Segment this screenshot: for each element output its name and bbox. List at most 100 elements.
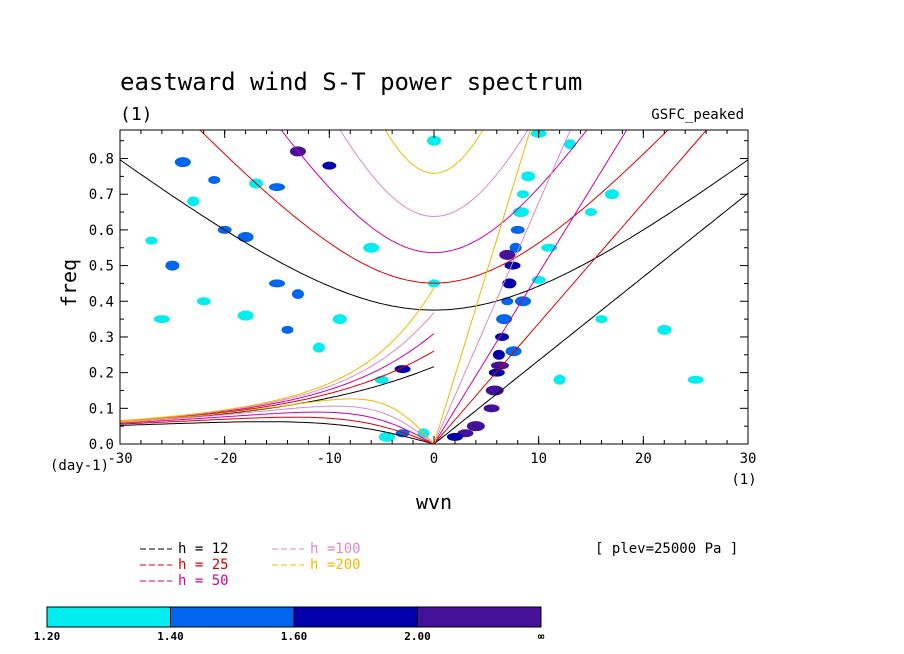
- colorbar-segment: [417, 606, 542, 628]
- power-contour: [516, 190, 529, 199]
- y-tick-label: 0.8: [89, 152, 114, 168]
- power-contour: [496, 314, 513, 325]
- inertia-gravity-curve: [280, 130, 588, 254]
- x-tick-label: 10: [530, 451, 547, 467]
- power-contour: [531, 275, 546, 284]
- y-tick-label: 0.7: [89, 187, 114, 203]
- power-contour: [363, 242, 380, 253]
- x-tick-label: -10: [317, 451, 342, 467]
- power-contour: [281, 325, 294, 334]
- rossby-wave-curve: [120, 411, 435, 444]
- power-contour: [514, 296, 531, 307]
- power-contour: [208, 175, 221, 184]
- power-contour: [505, 346, 522, 357]
- power-contour: [446, 432, 463, 441]
- x-tick-label: 0: [430, 451, 438, 467]
- kelvin-wave-curve: [433, 130, 708, 444]
- power-contour: [492, 349, 505, 360]
- power-contour: [237, 232, 254, 243]
- power-contour: [291, 289, 304, 300]
- power-contour: [427, 135, 441, 146]
- power-contour: [332, 314, 347, 325]
- y-axis: 0.0 0.1 0.2 0.3 0.4 0.5 0.6 0.7 0.8: [89, 140, 748, 453]
- colorbar: 1.20 1.40 1.60 2.00 ∞: [34, 606, 545, 643]
- x-tick-label: -30: [107, 451, 132, 467]
- kelvin-wave-curve: [433, 130, 571, 444]
- mixed-rossby-gravity-curve: [120, 350, 435, 422]
- power-contour: [604, 189, 619, 200]
- colorbar-label: 2.00: [404, 630, 431, 643]
- inertia-gravity-curve: [339, 130, 529, 217]
- colorbar-segment: [46, 606, 171, 628]
- y-tick-label: 0.4: [89, 294, 114, 310]
- inertia-gravity-curve: [384, 130, 484, 174]
- power-contour: [488, 368, 505, 377]
- chart-subtitle-right: GSFC_peaked: [651, 107, 744, 123]
- kelvin-wave-curve: [433, 130, 628, 444]
- rossby-wave-curve: [120, 398, 435, 444]
- rossby-wave-curve: [120, 405, 435, 444]
- legend-label: h = 50: [178, 573, 229, 589]
- power-contour: [485, 385, 504, 396]
- power-contour: [510, 225, 525, 234]
- colorbar-segment: [170, 606, 295, 628]
- x-tick-label: 30: [740, 451, 757, 467]
- power-contour: [312, 342, 325, 353]
- power-contour: [269, 279, 285, 288]
- power-contour: [394, 365, 411, 374]
- power-contour: [509, 242, 522, 253]
- power-contour: [322, 161, 337, 170]
- power-contour: [499, 249, 516, 260]
- power-contour: [657, 324, 672, 335]
- power-contour: [187, 196, 200, 207]
- y-tick-label: 0.1: [89, 401, 114, 417]
- colorbar-label: ∞: [538, 630, 545, 643]
- y-tick-label: 0.2: [89, 366, 114, 382]
- power-contour: [269, 183, 285, 192]
- power-contour: [495, 332, 510, 341]
- power-contour: [466, 421, 485, 432]
- legend-label: h =200: [310, 557, 361, 573]
- y-tick-label: 0.3: [89, 330, 114, 346]
- y-axis-label: freq: [57, 259, 81, 307]
- power-contour: [553, 374, 566, 385]
- y-tick-label: 0.0: [89, 437, 114, 453]
- x-tick-label: -20: [212, 451, 237, 467]
- legend-label: h = 25: [178, 557, 229, 573]
- x-axis: -30 -20 -10 0 10 20 30: [107, 130, 756, 467]
- kelvin-wave-curve: [433, 192, 748, 444]
- power-contour: [378, 431, 395, 442]
- power-contour: [595, 315, 608, 324]
- power-contour: [196, 297, 211, 306]
- chart-title: eastward wind S-T power spectrum: [120, 68, 582, 96]
- y-tick-label: 0.6: [89, 223, 114, 239]
- legend-label: h = 12: [178, 541, 229, 557]
- rossby-wave-curve: [120, 416, 435, 444]
- inertia-gravity-curve: [199, 130, 669, 284]
- power-contour: [501, 297, 514, 306]
- colorbar-label: 1.60: [281, 630, 308, 643]
- x-unit-label: (1): [731, 472, 756, 488]
- kelvin-wave-curve: [433, 130, 531, 444]
- mixed-rossby-gravity-curve: [120, 287, 435, 422]
- y-unit-label: (day-1): [50, 458, 109, 474]
- x-tick-label: 20: [635, 451, 652, 467]
- y-tick-label: 0.5: [89, 259, 114, 275]
- colorbar-segment: [293, 606, 418, 628]
- colorbar-label: 1.40: [157, 630, 184, 643]
- power-contour: [502, 278, 517, 289]
- x-axis-label: wvn: [416, 490, 452, 514]
- power-contour: [153, 315, 170, 324]
- power-contour: [521, 171, 536, 182]
- rossby-wave-curve: [120, 421, 435, 444]
- chart-subtitle-left: (1): [120, 104, 153, 125]
- power-contour: [687, 375, 704, 384]
- colorbar-label: 1.20: [34, 630, 61, 643]
- power-contour: [145, 236, 158, 245]
- power-contour: [585, 208, 597, 217]
- power-contour: [512, 207, 529, 218]
- inertia-gravity-curve: [120, 159, 748, 311]
- power-contour: [174, 157, 191, 168]
